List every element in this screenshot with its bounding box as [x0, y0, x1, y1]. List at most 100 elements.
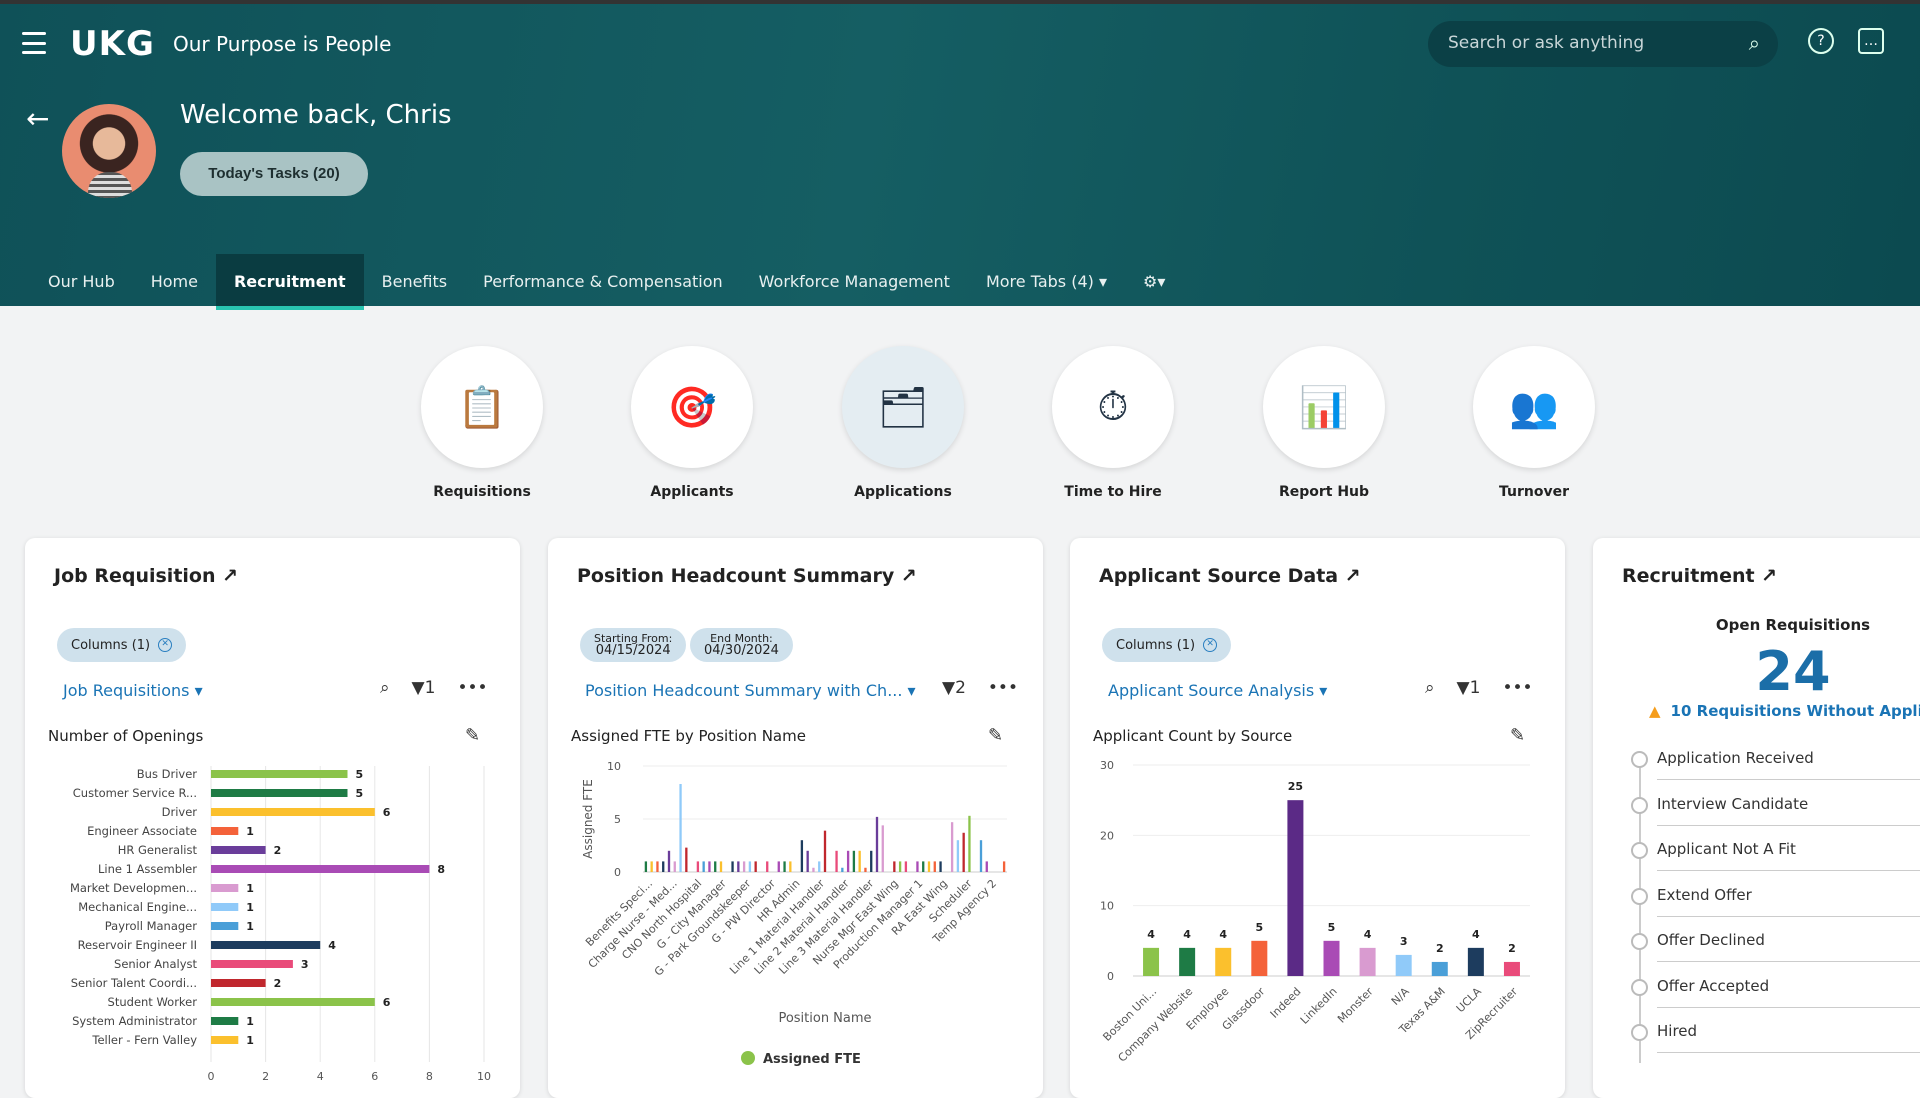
bar[interactable] [881, 825, 884, 872]
bar[interactable] [1323, 940, 1340, 976]
bar[interactable] [1002, 861, 1006, 872]
pipeline-step[interactable]: Interview Candidate [1631, 789, 1920, 835]
filter-icon[interactable]: ▼1 [1456, 678, 1481, 698]
card-title[interactable]: Position Headcount Summary ↗ [577, 565, 917, 587]
chat-icon[interactable]: … [1858, 28, 1884, 54]
bar[interactable] [211, 770, 348, 778]
bar[interactable] [968, 815, 971, 872]
tab-2[interactable]: Recruitment [215, 254, 364, 310]
bar[interactable] [875, 816, 879, 872]
bar[interactable] [211, 884, 239, 892]
bar[interactable] [1287, 800, 1304, 976]
menu-icon[interactable] [22, 32, 46, 54]
tile-turnover[interactable]: 👥 Turnover [1472, 346, 1596, 500]
report-dropdown[interactable]: Applicant Source Analysis ▾ [1108, 681, 1328, 700]
bar[interactable] [800, 840, 804, 872]
bar[interactable] [823, 830, 827, 872]
bar[interactable] [1467, 947, 1484, 976]
bar[interactable] [211, 941, 321, 949]
more-icon[interactable]: ••• [457, 678, 488, 698]
columns-chip[interactable]: Columns (1) ✕ [1102, 628, 1232, 662]
more-icon[interactable]: ••• [987, 678, 1018, 698]
warning-link[interactable]: ▲10 Requisitions Without Applicants [1649, 702, 1920, 720]
more-icon[interactable]: ••• [1502, 678, 1533, 698]
bar[interactable] [1503, 961, 1520, 976]
report-dropdown[interactable]: Job Requisitions ▾ [63, 681, 203, 700]
columns-chip[interactable]: Columns (1) ✕ [57, 628, 187, 662]
card-title[interactable]: Job Requisition ↗ [54, 565, 239, 587]
bar[interactable] [922, 861, 925, 872]
bar[interactable] [956, 840, 960, 872]
bar[interactable] [719, 861, 723, 872]
bar[interactable] [211, 865, 430, 873]
search-icon[interactable]: ⌕ [380, 678, 390, 698]
bar[interactable] [1395, 954, 1412, 976]
search-icon[interactable]: ⌕ [1748, 31, 1760, 55]
bar[interactable] [754, 861, 757, 872]
bar[interactable] [893, 861, 896, 872]
bar[interactable] [679, 784, 682, 872]
pipeline-step[interactable]: Applicant Not A Fit [1631, 834, 1920, 880]
edit-icon[interactable]: ✎ [1510, 725, 1526, 746]
remove-icon[interactable]: ✕ [1203, 638, 1218, 652]
report-dropdown[interactable]: Position Headcount Summary with Ch... ▾ [585, 681, 916, 700]
bar[interactable] [211, 960, 293, 968]
bar[interactable] [667, 850, 671, 872]
bar[interactable] [211, 827, 239, 835]
bar[interactable] [211, 979, 266, 987]
bar[interactable] [939, 861, 942, 872]
pipeline-step[interactable]: Hired [1631, 1016, 1920, 1062]
end-month-chip[interactable]: End Month: 04/30/2024 [690, 628, 793, 662]
bar[interactable] [650, 861, 653, 872]
bar[interactable] [673, 861, 676, 872]
bar[interactable] [812, 867, 815, 872]
edit-icon[interactable]: ✎ [465, 725, 481, 746]
bar[interactable] [904, 861, 908, 872]
bar[interactable] [211, 922, 239, 930]
bar[interactable] [766, 861, 769, 872]
bar[interactable] [714, 861, 717, 872]
bar[interactable] [737, 861, 740, 872]
bar[interactable] [846, 850, 850, 872]
card-title[interactable]: Recruitment ↗ [1622, 565, 1778, 587]
legend-label[interactable]: Assigned FTE [763, 1052, 861, 1067]
ukg-logo[interactable]: UKG [70, 24, 155, 64]
help-icon[interactable]: ? [1808, 28, 1834, 54]
tile-report-hub[interactable]: 📊 Report Hub [1262, 346, 1386, 500]
tile-applications[interactable]: 🗂 Applications [841, 346, 965, 500]
tab-7[interactable]: ⚙▾ [1142, 272, 1166, 291]
pipeline-step[interactable]: Offer Declined [1631, 925, 1920, 971]
bar[interactable] [742, 861, 746, 872]
tab-4[interactable]: Performance & Compensation [483, 272, 723, 291]
bar[interactable] [1179, 947, 1196, 976]
pipeline-step[interactable]: Application Received [1631, 743, 1920, 789]
pipeline-step[interactable]: Offer Accepted [1631, 971, 1920, 1017]
tile-time-to-hire[interactable]: ⏱ Time to Hire [1051, 346, 1175, 500]
kpi-value[interactable]: 24 [1755, 640, 1831, 703]
bar[interactable] [858, 850, 861, 872]
bar[interactable] [1431, 961, 1448, 976]
bar[interactable] [1359, 947, 1376, 976]
bar[interactable] [211, 1017, 239, 1025]
bar[interactable] [789, 861, 792, 872]
back-arrow-icon[interactable]: ← [26, 102, 50, 135]
edit-icon[interactable]: ✎ [988, 725, 1004, 746]
tile-applicants[interactable]: 🎯 Applicants [630, 346, 754, 500]
card-title[interactable]: Applicant Source Data ↗ [1099, 565, 1361, 587]
tab-5[interactable]: Workforce Management [758, 272, 950, 291]
bar[interactable] [806, 850, 809, 872]
tile-requisitions[interactable]: 📋 Requisitions [420, 346, 544, 500]
bar[interactable] [685, 847, 688, 872]
bar[interactable] [696, 861, 700, 872]
bar[interactable] [748, 861, 752, 872]
bar[interactable] [933, 861, 936, 872]
bar[interactable] [835, 850, 838, 872]
avatar[interactable] [62, 104, 156, 198]
bar[interactable] [864, 867, 867, 872]
search-input[interactable]: Search or ask anything ⌕ [1428, 21, 1778, 67]
bar[interactable] [708, 861, 711, 872]
search-icon[interactable]: ⌕ [1425, 678, 1435, 698]
bar[interactable] [979, 840, 983, 872]
todays-tasks-button[interactable]: Today's Tasks (20) [180, 152, 368, 196]
bar[interactable] [211, 808, 375, 816]
